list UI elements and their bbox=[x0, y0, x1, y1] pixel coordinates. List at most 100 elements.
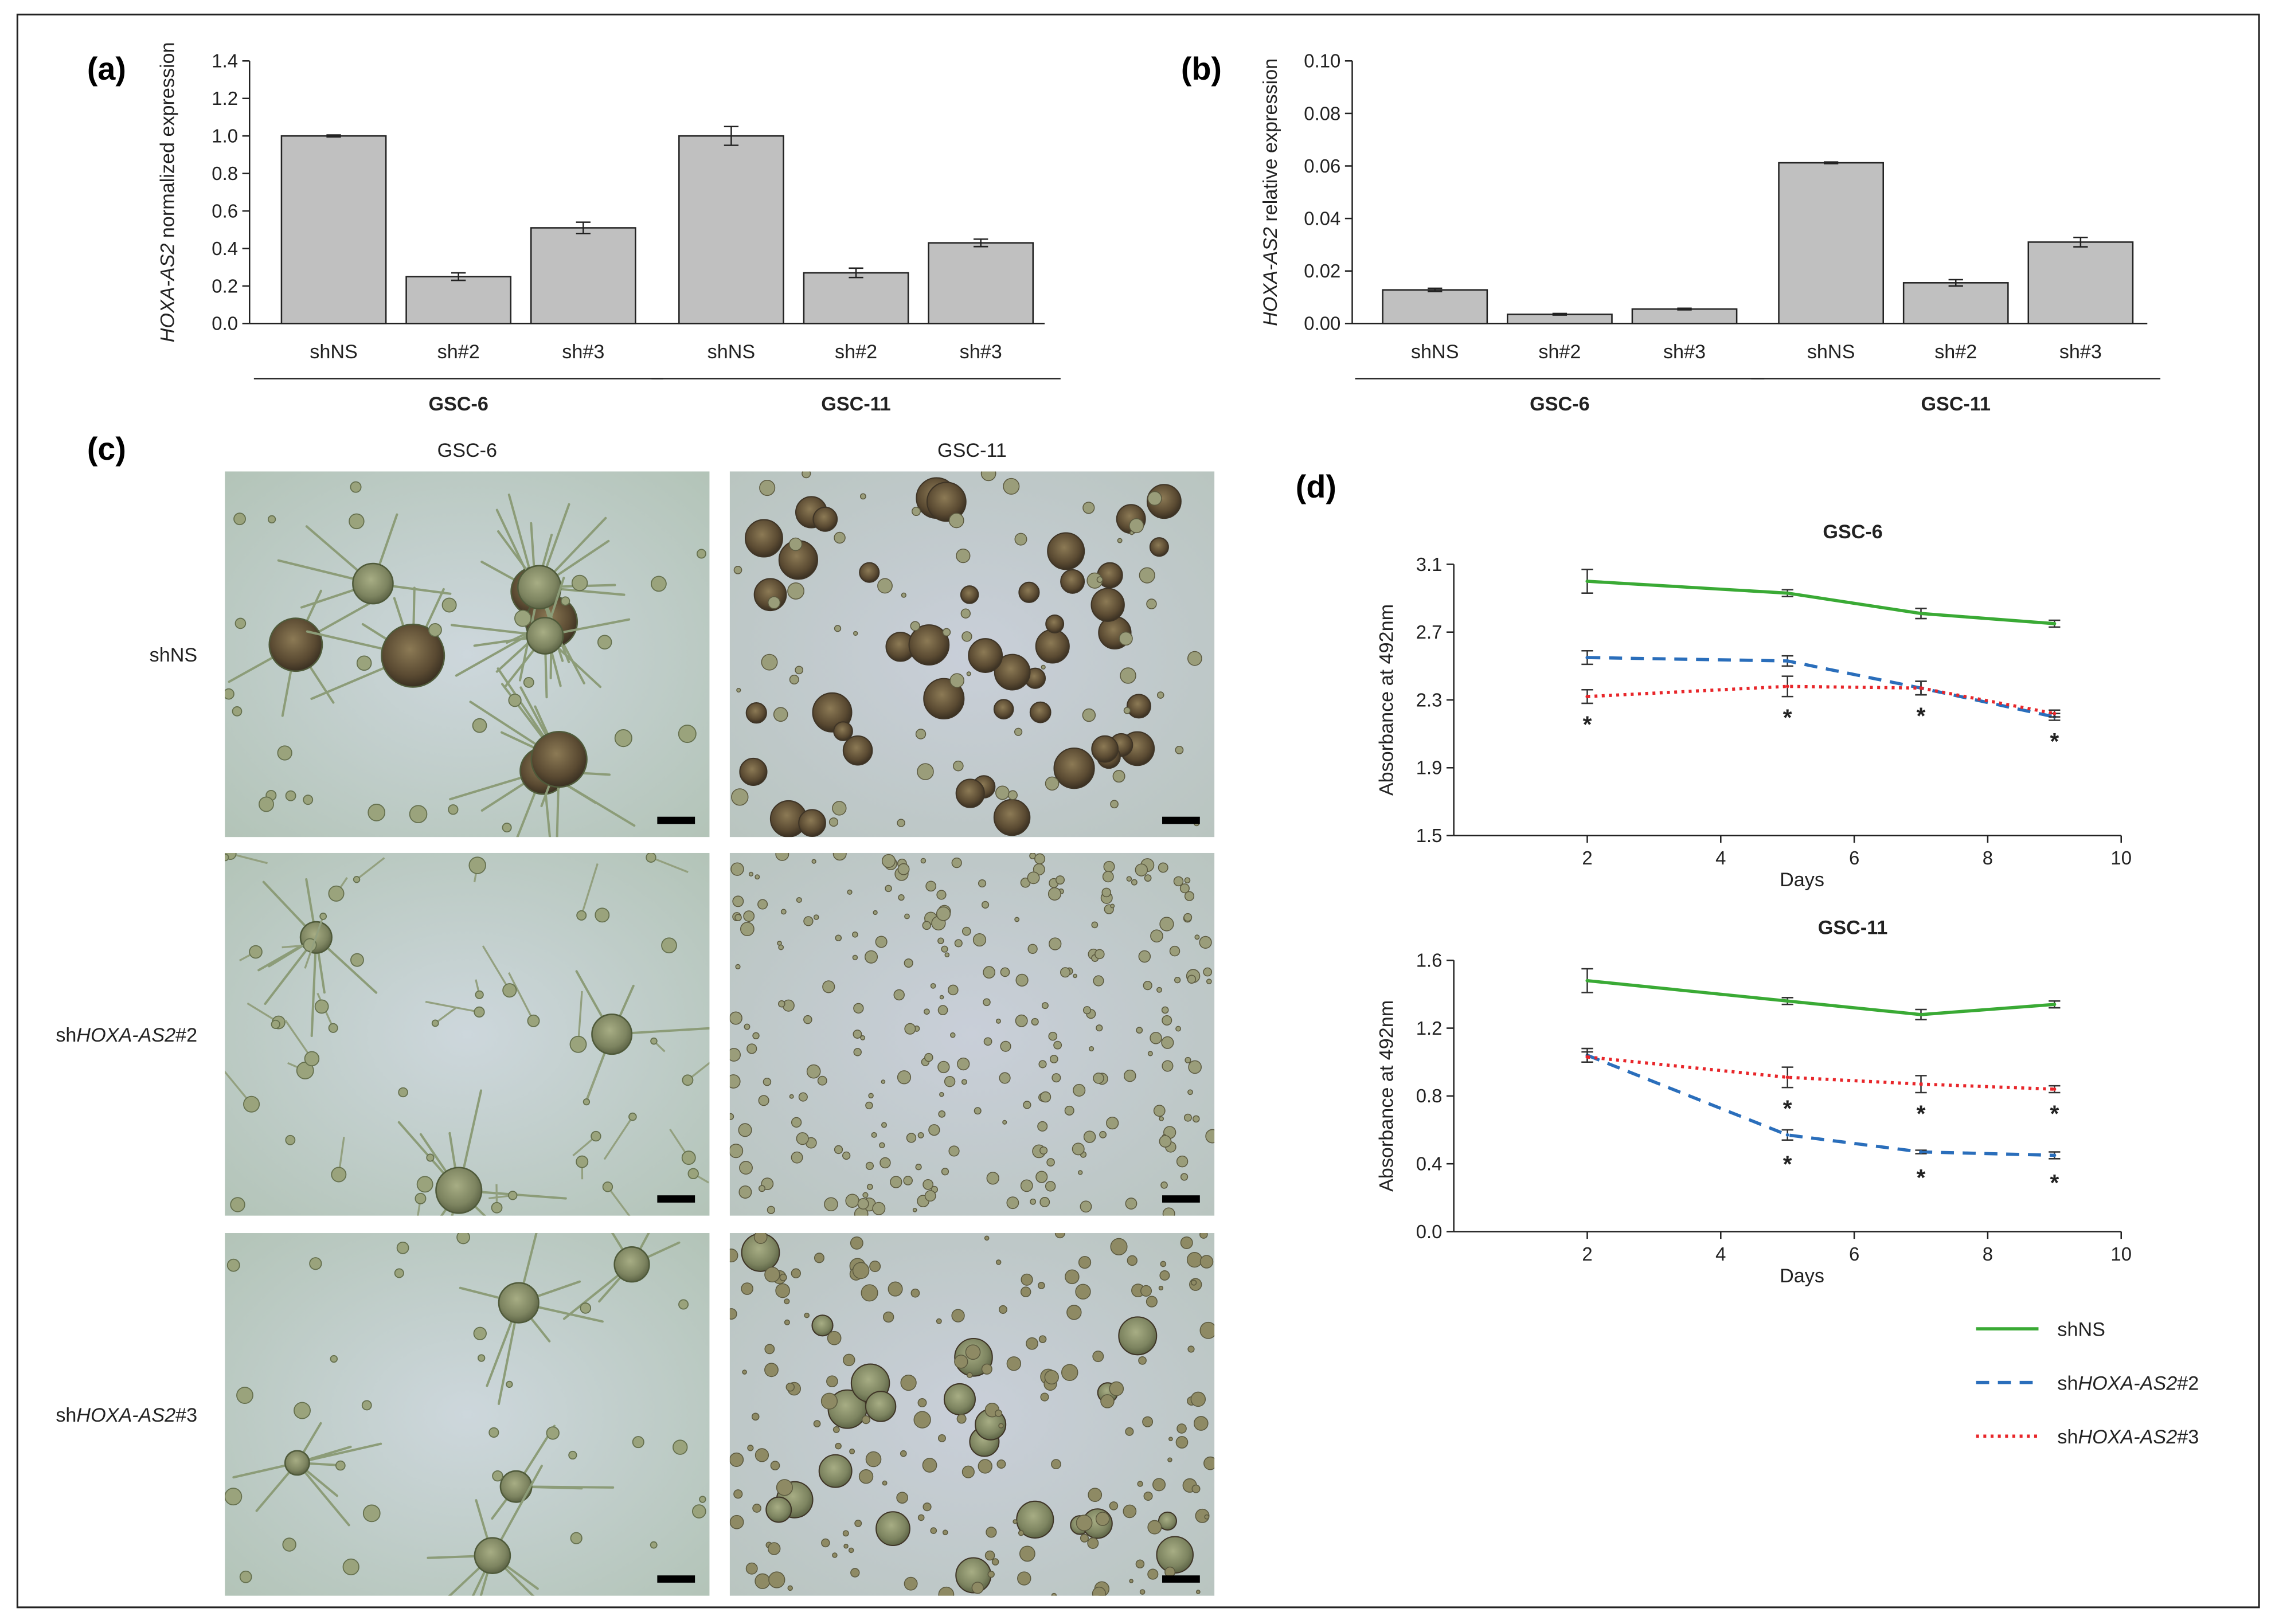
small-spheroid bbox=[729, 1144, 744, 1159]
small-spheroid bbox=[773, 707, 788, 722]
y-tick-label: 0.04 bbox=[1304, 208, 1340, 229]
category-label: shNS bbox=[707, 341, 756, 363]
small-cell bbox=[282, 1537, 296, 1552]
small-spheroid bbox=[960, 608, 971, 619]
small-spheroid bbox=[987, 1571, 995, 1578]
small-spheroid bbox=[896, 1492, 909, 1504]
small-cell bbox=[233, 512, 247, 526]
small-spheroid bbox=[974, 1107, 982, 1115]
small-spheroid bbox=[950, 1032, 956, 1038]
small-spheroid bbox=[860, 1035, 866, 1040]
data-point bbox=[1919, 686, 1923, 690]
small-spheroid bbox=[873, 910, 878, 915]
legend-label-italic: HOXA-AS2 bbox=[2078, 1426, 2177, 1448]
small-spheroid bbox=[1037, 1121, 1048, 1132]
micrograph-content bbox=[225, 1233, 706, 1596]
small-spheroid bbox=[954, 939, 963, 948]
small-spheroid bbox=[980, 471, 996, 482]
small-spheroid bbox=[842, 1151, 851, 1160]
data-point bbox=[2053, 1003, 2057, 1007]
small-spheroid bbox=[848, 1547, 854, 1553]
small-spheroid bbox=[744, 1023, 750, 1030]
small-spheroid bbox=[1131, 879, 1138, 886]
small-spheroid bbox=[961, 1465, 975, 1478]
small-spheroid bbox=[1195, 1590, 1201, 1594]
series-line bbox=[1586, 1054, 2055, 1157]
small-spheroid bbox=[858, 1469, 874, 1484]
y-tick-label: 0.4 bbox=[1416, 1153, 1443, 1175]
cell-process bbox=[304, 915, 325, 969]
y-tick-label: 0.10 bbox=[1304, 50, 1340, 72]
panel-label-a: (a) bbox=[87, 51, 126, 87]
small-spheroid bbox=[729, 1074, 741, 1089]
small-spheroid bbox=[972, 933, 987, 947]
small-spheroid bbox=[1060, 967, 1071, 978]
row-label: shHOXA-AS2#3 bbox=[56, 1404, 197, 1426]
y-tick-label: 3.1 bbox=[1416, 554, 1443, 575]
small-spheroid bbox=[986, 1527, 997, 1538]
small-spheroid bbox=[991, 1558, 999, 1566]
small-spheroid bbox=[1051, 1592, 1057, 1596]
cell-body bbox=[268, 617, 323, 672]
small-spheroid bbox=[1039, 1146, 1048, 1155]
small-cell bbox=[319, 913, 327, 920]
small-spheroid bbox=[729, 1308, 737, 1320]
small-spheroid bbox=[827, 1330, 842, 1345]
small-spheroid bbox=[1159, 1116, 1164, 1121]
small-cell bbox=[699, 1496, 706, 1503]
small-spheroid bbox=[813, 914, 819, 920]
row-label-pre: sh bbox=[56, 1404, 76, 1426]
cell-process bbox=[507, 972, 534, 1022]
small-spheroid bbox=[1051, 1073, 1061, 1083]
legend-label: shNS bbox=[2057, 1319, 2105, 1341]
category-label: sh#2 bbox=[437, 341, 480, 363]
small-cell bbox=[506, 1380, 513, 1388]
small-spheroid bbox=[806, 1064, 821, 1079]
y-tick-label: 1.4 bbox=[212, 50, 238, 72]
small-cell bbox=[356, 655, 372, 671]
small-spheroid bbox=[984, 1235, 990, 1241]
small-spheroid bbox=[789, 674, 799, 685]
small-cell bbox=[234, 617, 247, 629]
small-spheroid bbox=[814, 1253, 824, 1263]
small-spheroid bbox=[755, 1448, 769, 1462]
small-cell bbox=[576, 910, 587, 921]
small-spheroid bbox=[729, 1249, 738, 1263]
cell-body bbox=[517, 565, 562, 610]
small-spheroid bbox=[857, 1198, 869, 1210]
y-tick-label: 0.6 bbox=[212, 200, 238, 221]
small-spheroid bbox=[1039, 1197, 1050, 1207]
micrograph-content bbox=[731, 471, 1202, 838]
small-cell bbox=[527, 1014, 540, 1027]
bar-chart-a: 0.0 0.2 0.4 0.6 0.8 1.0 1.2 1.4 HOXA-AS2 normali… bbox=[157, 42, 1061, 415]
small-spheroid bbox=[1106, 1116, 1119, 1130]
small-cell bbox=[353, 875, 361, 883]
significance-star: * bbox=[1583, 711, 1592, 738]
small-cell bbox=[285, 790, 296, 801]
small-spheroid bbox=[820, 1392, 838, 1410]
small-spheroid bbox=[924, 1052, 933, 1062]
small-cell bbox=[591, 1130, 601, 1142]
row-label-italic: HOXA-AS2 bbox=[76, 1404, 175, 1426]
small-spheroid bbox=[1203, 1456, 1215, 1470]
small-spheroid bbox=[911, 507, 921, 516]
data-point bbox=[1785, 684, 1789, 688]
small-spheroid bbox=[757, 899, 768, 910]
small-spheroid bbox=[1159, 1135, 1172, 1148]
small-spheroid bbox=[1056, 875, 1065, 885]
small-spheroid bbox=[1065, 1269, 1080, 1285]
small-cell bbox=[472, 718, 487, 733]
small-spheroid bbox=[1147, 1051, 1153, 1056]
small-spheroid bbox=[930, 983, 936, 989]
spheroid bbox=[955, 778, 985, 808]
small-spheroid bbox=[854, 1519, 862, 1527]
small-spheroid bbox=[904, 913, 910, 919]
small-cell bbox=[226, 1258, 240, 1272]
small-spheroid bbox=[802, 471, 811, 479]
small-spheroid bbox=[1109, 1501, 1119, 1510]
small-spheroid bbox=[791, 1151, 803, 1164]
small-spheroid bbox=[1124, 1069, 1136, 1082]
small-spheroid bbox=[1159, 917, 1174, 932]
small-spheroid bbox=[1160, 1181, 1168, 1189]
y-tick-label: 0.08 bbox=[1304, 103, 1340, 124]
